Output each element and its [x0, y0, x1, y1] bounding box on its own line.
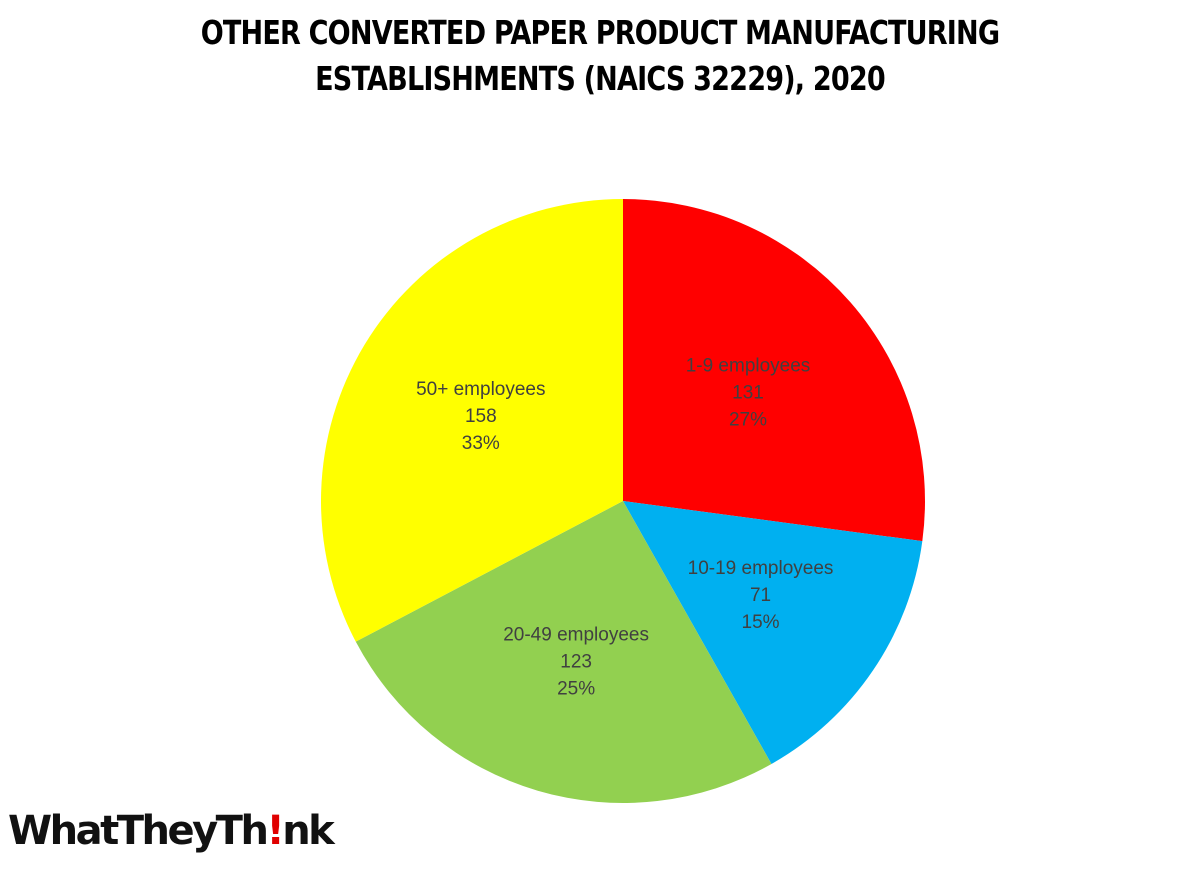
chart-title-line-1: OTHER CONVERTED PAPER PRODUCT MANUFACTUR… — [200, 13, 1000, 52]
pie-slice-3 — [355, 501, 772, 803]
logo-exclamation-mark: ! — [266, 808, 284, 854]
chart-title: OTHER CONVERTED PAPER PRODUCT MANUFACTUR… — [108, 10, 1092, 102]
slice-label-percent-4: 33% — [462, 433, 500, 454]
slice-label-value-1: 131 — [732, 383, 764, 404]
slice-label-category-3: 20-49 employees — [503, 624, 649, 645]
slice-label-category-4: 50+ employees — [416, 379, 545, 400]
slice-label-value-4: 158 — [465, 406, 497, 427]
pie-slice-2 — [623, 501, 923, 765]
whattheythink-logo: WhatTheyTh!nk — [8, 808, 335, 854]
slice-label-value-3: 123 — [560, 651, 592, 672]
slice-label-percent-2: 15% — [742, 612, 780, 633]
slice-label-percent-3: 25% — [557, 678, 595, 699]
logo-text-start: WhatTheyTh — [8, 808, 269, 854]
pie-labels: 1-9 employees 131 27% 10-19 employees 71 15% 2… — [416, 356, 833, 700]
chart-title-line-2: ESTABLISHMENTS (NAICS 32229), 2020 — [315, 59, 886, 98]
slice-label-category-1: 1-9 employees — [686, 356, 811, 377]
pie-slice-1 — [623, 199, 925, 542]
slice-label-percent-1: 27% — [729, 410, 767, 431]
logo-text-end: nk — [282, 808, 335, 854]
slice-label-value-2: 71 — [750, 585, 771, 606]
pie-slice-4 — [320, 198, 623, 642]
pie-slices — [320, 198, 925, 803]
slice-label-category-2: 10-19 employees — [688, 558, 834, 579]
